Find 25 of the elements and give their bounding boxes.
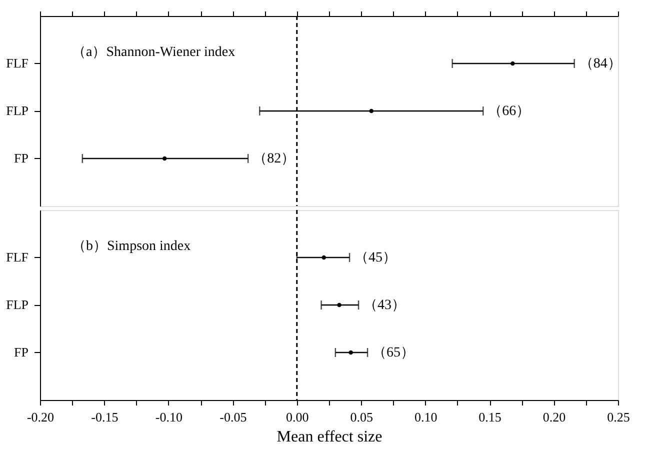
x-tick-label: -0.10 bbox=[155, 410, 182, 424]
y-tick-label: FP bbox=[14, 150, 28, 166]
x-tick-label: 0.25 bbox=[607, 410, 630, 424]
x-tick-label: -0.20 bbox=[26, 410, 54, 424]
y-tick-label: FP bbox=[14, 344, 28, 360]
x-tick-label: -0.15 bbox=[91, 410, 118, 424]
annotation: （65） bbox=[372, 346, 415, 360]
x-tick-label: -0.05 bbox=[220, 410, 247, 424]
y-tick-label: FLF bbox=[6, 56, 28, 70]
annotation: （43） bbox=[364, 298, 406, 313]
annotation: （84） bbox=[579, 56, 622, 72]
annotation: （b）Simpson index bbox=[72, 239, 191, 254]
y-tick-label: FLF bbox=[6, 250, 28, 264]
annotation: （82） bbox=[253, 152, 296, 166]
x-tick-label: 0.10 bbox=[414, 410, 438, 424]
annotation: （66） bbox=[488, 104, 530, 119]
x-tick-label: 0.05 bbox=[350, 410, 373, 424]
x-axis-title: Mean effect size bbox=[276, 428, 382, 446]
annotation: （a）Shannon-Wiener index bbox=[72, 45, 236, 60]
x-tick-label: 0.15 bbox=[478, 410, 502, 424]
x-tick-label: 0.00 bbox=[286, 410, 309, 424]
x-tick-label: 0.20 bbox=[542, 410, 566, 424]
annotation: （45） bbox=[354, 250, 397, 266]
y-tick-label: FLP bbox=[6, 103, 28, 118]
y-tick-label: FLP bbox=[6, 297, 28, 312]
